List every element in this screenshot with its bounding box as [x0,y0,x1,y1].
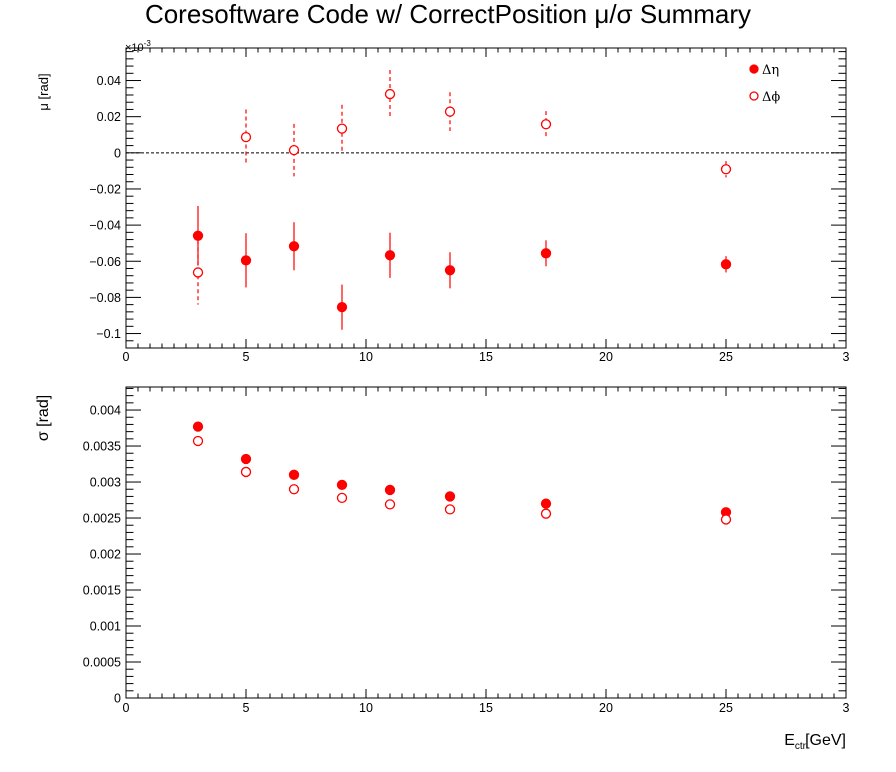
sigma-point-deta [288,469,300,480]
sigma-x-tick-label: 0 [123,701,130,715]
mu-point-dphi [540,119,552,130]
sigma-panel: σ [rad] Ectr [GeV] 0 5 10 15 20 25 300.00050.0… [35,386,850,752]
mu-y-tick-label: −0.02 [89,182,121,196]
sigma-point-deta [192,421,204,432]
mu-y-tick-label: −0.06 [89,255,121,269]
sigma-point-dphi [540,508,552,519]
sigma-x-tick-label: 3 [843,701,850,715]
mu-x-tick-label: 0 [123,350,130,364]
sigma-x-tick-label: 15 [479,701,493,715]
sigma-y-tick-label: 0.0015 [83,584,121,598]
mu-point-deta [192,230,204,241]
mu-x-tick-label: 20 [599,350,613,364]
sigma-y-tick-label: 0.002 [90,548,121,562]
sigma-x-tick-label: 10 [359,701,373,715]
x-axis-unit: [GeV] [805,732,846,749]
legend-marker-dphi [749,91,759,101]
mu-point-deta [720,259,732,270]
mu-panel: μ [rad] ×10-3 0 5 10 15 20 25 3−0.1−0.08−0.06−… [36,39,850,364]
sigma-point-dphi [336,492,348,504]
sigma-point-dphi [240,466,252,478]
mu-y-tick-label: 0.02 [97,110,121,124]
mu-point-dphi [384,88,396,100]
sigma-y-tick-label: 0.001 [90,620,121,634]
sigma-y-axis-label: σ [rad] [35,395,52,441]
mu-x-tick-label: 25 [719,350,733,364]
sigma-x-tick-label: 5 [243,701,250,715]
legend-label-dphi: Δϕ [762,90,780,105]
sigma-point-dphi [384,499,396,510]
mu-point-deta [288,241,300,252]
sigma-point-dphi [720,514,732,525]
mu-y-axis-label: μ [rad] [36,73,51,110]
legend-marker-deta [749,64,759,74]
sigma-point-deta [336,479,348,491]
mu-x-tick-label: 5 [243,350,250,364]
sigma-point-dphi [192,435,204,447]
sigma-point-deta [240,453,252,465]
legend-label-deta: Δη [762,63,779,78]
sigma-y-tick-label: 0.0025 [83,512,121,526]
mu-point-deta [384,250,396,261]
mu-point-deta [444,265,456,276]
sigma-x-tick-label: 25 [719,701,733,715]
mu-point-deta [336,302,348,313]
sigma-y-tick-label: 0 [114,692,121,706]
mu-x-tick-label: 15 [479,350,493,364]
sigma-x-tick-label: 20 [599,701,613,715]
chart-title: Coresoftware Code w/ CorrectPosition μ/σ… [145,0,751,29]
mu-point-dphi [720,164,732,175]
mu-point-dphi [336,123,348,134]
mu-y-tick-label: 0 [114,146,121,160]
sigma-y-tick-label: 0.004 [90,404,121,418]
mu-x-tick-label: 3 [843,350,850,364]
mu-y-tick-label: −0.08 [89,291,121,305]
sigma-y-tick-label: 0.0005 [83,656,121,670]
mu-point-deta [540,248,552,259]
sigma-point-dphi [288,484,300,495]
mu-x-tick-label: 10 [359,350,373,364]
sigma-point-dphi [444,504,456,515]
mu-point-dphi [240,131,252,143]
mu-point-dphi [444,106,456,117]
mu-point-dphi [192,267,204,278]
mu-point-dphi [288,144,300,156]
sigma-point-deta [444,491,456,502]
sigma-y-tick-label: 0.003 [90,476,121,490]
sigma-point-deta [384,484,396,496]
sigma-point-deta [540,498,552,509]
mu-y-tick-label: 0.04 [97,74,121,88]
mu-point-deta [240,255,252,266]
sigma-y-tick-label: 0.0035 [83,440,121,454]
x-axis-label: Ectr [784,732,806,752]
mu-y-tick-label: −0.1 [96,327,121,341]
mu-y-tick-label: −0.04 [89,219,121,233]
